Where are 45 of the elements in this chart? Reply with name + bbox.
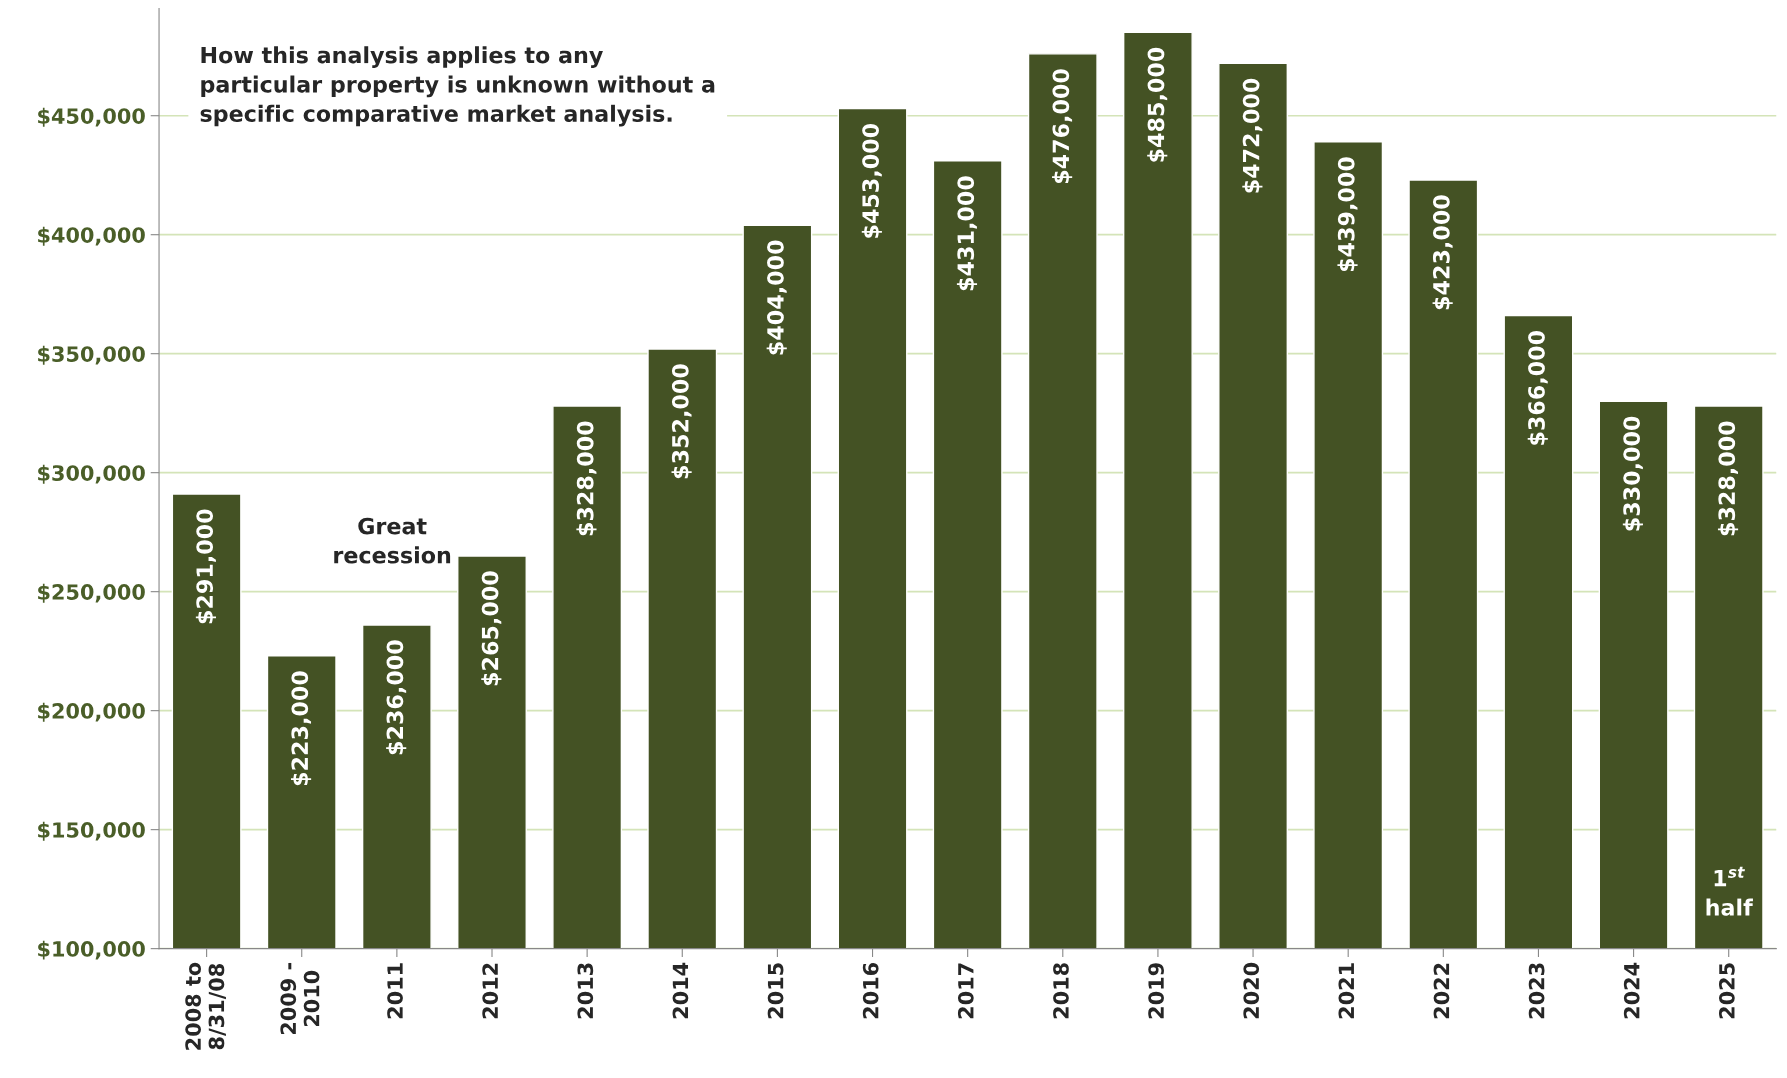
data-label: $328,000 [576, 421, 597, 536]
y-tick-label: $400,000 [38, 226, 145, 246]
x-tick-label: 2025 [1719, 963, 1735, 1019]
data-label: $476,000 [1052, 69, 1073, 184]
x-tick-label: 2012 [482, 963, 499, 1019]
y-tick-label: $450,000 [38, 107, 145, 127]
data-label: $431,000 [956, 176, 978, 291]
x-tick-label: 2022 [1433, 963, 1450, 1019]
annotation: Great recession [334, 517, 451, 564]
annotation: How this analysis applies to any particular property is unknown without a specific comparative market analysis. [200, 46, 715, 127]
data-label: $485,000 [1147, 47, 1168, 162]
data-label: $330,000 [1622, 416, 1643, 531]
data-label: $352,000 [671, 364, 692, 479]
x-tick-label: 2020 [1243, 962, 1260, 1019]
x-tick-label: 2015 [767, 963, 784, 1019]
y-tick-label: $350,000 [38, 345, 145, 365]
data-label: $328,000 [1717, 421, 1739, 536]
y-tick-label: $150,000 [38, 821, 145, 841]
x-tick-label: 2016 [862, 962, 879, 1019]
data-label: $291,000 [195, 509, 217, 624]
x-tick-label: 2017 [957, 963, 974, 1019]
y-tick-label: $300,000 [38, 464, 145, 484]
x-tick-label: 2023 [1528, 963, 1545, 1019]
data-label: $265,000 [481, 571, 502, 686]
data-label: $366,000 [1527, 330, 1548, 445]
data-label: $453,000 [861, 123, 882, 238]
data-label: $236,000 [386, 640, 407, 755]
x-tick-label: 2013 [577, 963, 594, 1019]
y-tick-label: $100,000 [38, 940, 145, 960]
x-tick-label: 2008 to 8/31/08 [185, 962, 226, 1050]
x-tick-label: 2014 [672, 962, 689, 1019]
x-tick-label: 2021 [1338, 963, 1355, 1019]
data-label: $404,000 [766, 240, 787, 355]
data-label: $472,000 [1242, 78, 1263, 193]
x-tick-label: 2024 [1623, 962, 1640, 1019]
x-tick-label: 2011 [387, 963, 403, 1019]
data-label: $439,000 [1337, 157, 1358, 272]
x-tick-label: 2009 - 2010 [280, 962, 320, 1035]
x-tick-label: 2018 [1053, 963, 1069, 1019]
x-tick-label: 2019 [1148, 963, 1164, 1019]
data-label: $423,000 [1432, 195, 1453, 310]
data-label: $223,000 [290, 671, 312, 786]
y-tick-label: $250,000 [38, 583, 145, 603]
y-tick-label: $200,000 [38, 702, 145, 722]
text: 1$^{st}$ half [1706, 866, 1753, 916]
